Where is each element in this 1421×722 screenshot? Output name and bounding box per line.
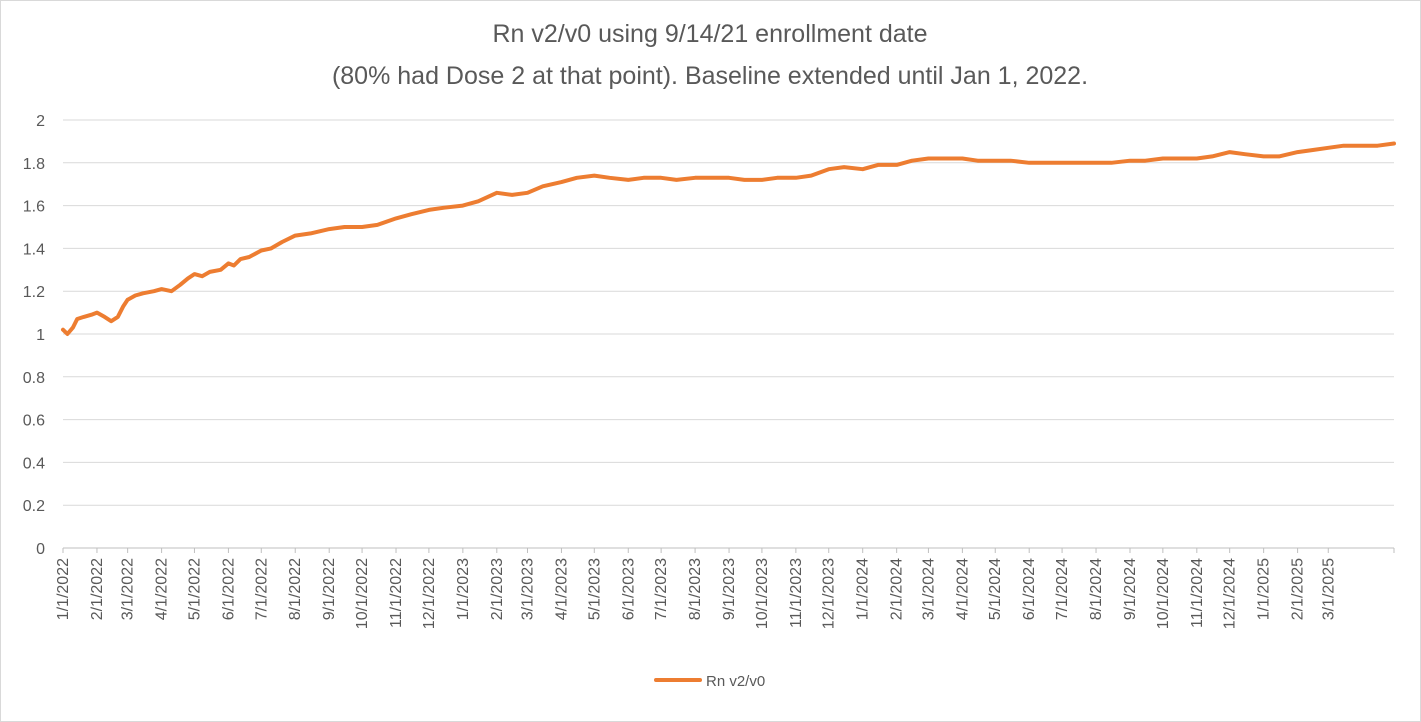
x-tick-label: 12/1/2024 (1222, 558, 1239, 629)
x-axis: 1/1/2022 2/1/2022 3/1/2022 4/1/2022 5/1/2022… (55, 548, 1395, 629)
y-tick-label: 0.8 (23, 370, 45, 387)
x-tick-label: 8/1/2024 (1088, 558, 1105, 620)
x-tick-label: 10/1/2022 (354, 558, 371, 629)
x-tick-label: 3/1/2024 (920, 558, 937, 620)
x-tick-label: 6/1/2024 (1021, 558, 1038, 620)
y-tick-label: 2 (36, 113, 45, 130)
x-tick-label: 3/1/2023 (519, 558, 536, 620)
y-tick-label: 0.4 (23, 455, 45, 472)
x-tick-label: 9/1/2022 (321, 558, 338, 620)
y-tick-label: 1.2 (23, 284, 45, 301)
x-tick-label: 7/1/2022 (253, 558, 270, 620)
y-axis-tick-labels: 0 0.2 0.4 0.6 0.8 1 1.2 1.4 1.6 1.8 2 (23, 113, 45, 558)
x-tick-label: 12/1/2023 (821, 558, 838, 629)
x-tick-label: 5/1/2023 (586, 558, 603, 620)
x-tick-label: 2/1/2022 (89, 558, 106, 620)
x-tick-label: 9/1/2024 (1122, 558, 1139, 620)
x-tick-label: 11/1/2022 (388, 558, 405, 628)
x-tick-label: 2/1/2024 (889, 558, 906, 620)
x-tick-label: 5/1/2022 (186, 558, 203, 620)
chart-title-line-2: (80% had Dose 2 at that point). Baseline… (332, 62, 1088, 90)
x-tick-label: 4/1/2023 (553, 558, 570, 620)
x-tick-label: 1/1/2022 (55, 558, 72, 620)
y-tick-label: 1.6 (23, 199, 45, 216)
x-tick-label: 6/1/2022 (220, 558, 237, 620)
x-tick-label: 3/1/2022 (120, 558, 137, 620)
y-tick-label: 0.2 (23, 498, 45, 515)
legend: Rn v2/v0 (654, 673, 765, 690)
gridlines (63, 119, 1394, 549)
x-tick-label: 12/1/2022 (421, 558, 438, 629)
x-tick-label: 4/1/2022 (154, 558, 171, 620)
legend-label: Rn v2/v0 (706, 673, 765, 690)
series-layer (61, 141, 1396, 336)
x-tick-label: 9/1/2023 (721, 558, 738, 620)
x-tick-label: 8/1/2022 (287, 558, 304, 620)
y-tick-label: 0.6 (23, 413, 45, 430)
x-tick-label: 3/1/2025 (1320, 558, 1337, 620)
x-tick-label: 2/1/2025 (1290, 558, 1307, 620)
x-tick-label: 11/1/2023 (788, 558, 805, 628)
y-tick-label: 1.8 (23, 156, 45, 173)
x-tick-label: 1/1/2024 (855, 558, 872, 620)
x-tick-label: 5/1/2024 (987, 558, 1004, 620)
x-tick-label: 10/1/2023 (754, 558, 771, 629)
x-tick-label: 2/1/2023 (489, 558, 506, 620)
x-tick-label: 8/1/2023 (687, 558, 704, 620)
x-tick-label: 4/1/2024 (954, 558, 971, 620)
x-tick-label: 6/1/2023 (620, 558, 637, 620)
y-tick-label: 0 (36, 541, 45, 558)
series-line-rn-v2-v0 (61, 141, 1396, 336)
chart-title-line-1: Rn v2/v0 using 9/14/21 enrollment date (493, 20, 928, 48)
x-tick-label: 7/1/2024 (1054, 558, 1071, 620)
x-tick-label: 1/1/2025 (1256, 558, 1273, 620)
y-tick-label: 1 (36, 327, 45, 344)
x-tick-label: 10/1/2024 (1155, 558, 1172, 629)
x-tick-label: 11/1/2024 (1189, 558, 1206, 628)
y-tick-label: 1.4 (23, 241, 45, 258)
x-tick-label: 7/1/2023 (653, 558, 670, 620)
x-tick-label: 1/1/2023 (455, 558, 472, 620)
